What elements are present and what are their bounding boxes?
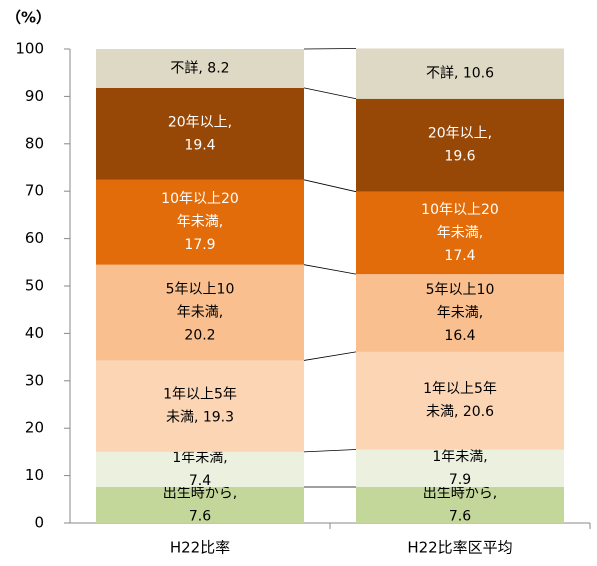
y-tick-label: 10 — [25, 466, 44, 484]
y-tick-label: 50 — [25, 277, 44, 295]
y-tick-label: 80 — [25, 134, 44, 152]
data-label: 不詳, 8.2 — [170, 60, 229, 76]
y-tick-label: 0 — [34, 514, 44, 532]
y-tick-label: 70 — [25, 182, 44, 200]
bar-segment — [96, 360, 304, 451]
data-label: 不詳, 10.6 — [426, 66, 494, 82]
y-tick-label: 100 — [15, 40, 44, 58]
series-line — [304, 352, 356, 361]
x-tick-label: H22比率区平均 — [407, 539, 512, 557]
y-tick-label: 40 — [25, 324, 44, 342]
series-line — [304, 88, 356, 99]
series-line — [304, 265, 356, 274]
y-tick-label: 90 — [25, 87, 44, 105]
bar-segment — [356, 99, 564, 192]
y-axis-label: （%） — [6, 9, 51, 27]
x-tick-label: H22比率 — [170, 539, 230, 557]
y-tick-label: 60 — [25, 229, 44, 247]
bar-segment — [96, 88, 304, 180]
series-line — [304, 450, 356, 452]
series-line — [304, 180, 356, 192]
y-tick-label: 30 — [25, 371, 44, 389]
bar-segment — [356, 352, 564, 450]
y-tick-label: 20 — [25, 419, 44, 437]
